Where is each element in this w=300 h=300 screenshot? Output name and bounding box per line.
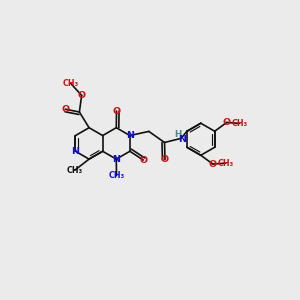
Text: O: O — [78, 91, 86, 100]
Text: CH₃: CH₃ — [108, 171, 124, 180]
Text: H: H — [174, 130, 182, 139]
Text: O: O — [112, 106, 121, 116]
Text: CH₃: CH₃ — [67, 166, 83, 175]
Text: O: O — [161, 155, 169, 164]
Text: N: N — [112, 154, 120, 164]
Text: CH₃: CH₃ — [232, 119, 248, 128]
Text: O: O — [209, 160, 217, 169]
Text: N: N — [178, 135, 186, 144]
Text: CH₃: CH₃ — [62, 79, 79, 88]
Text: N: N — [71, 147, 80, 156]
Text: N: N — [126, 131, 134, 140]
Text: O: O — [139, 155, 147, 164]
Text: O: O — [61, 105, 70, 114]
Text: CH₃: CH₃ — [218, 159, 234, 168]
Text: O: O — [223, 118, 231, 127]
